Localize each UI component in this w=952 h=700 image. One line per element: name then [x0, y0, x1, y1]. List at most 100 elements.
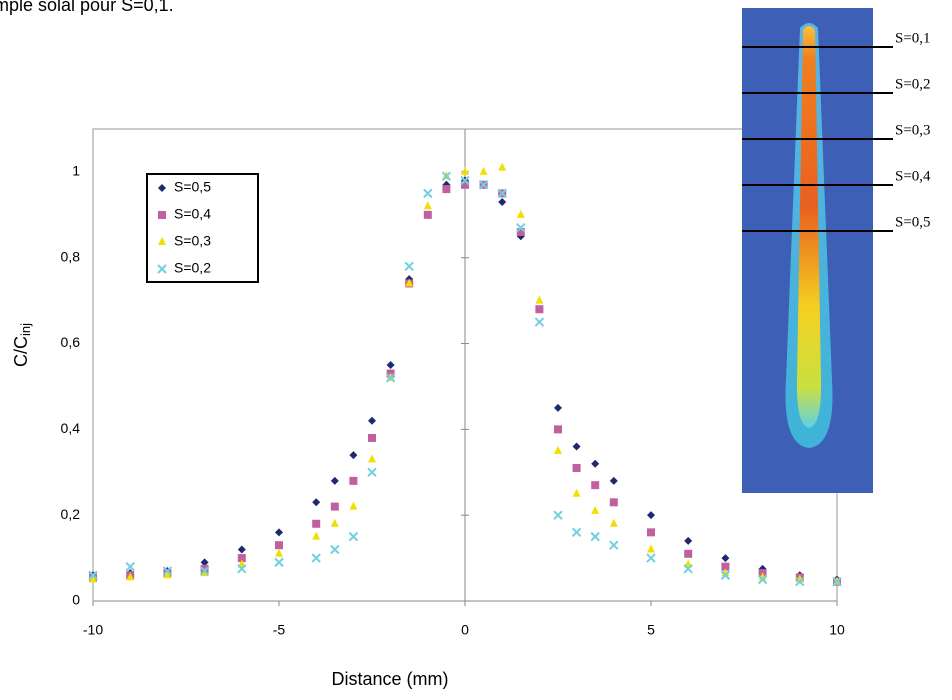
point: [330, 502, 339, 511]
point: [553, 510, 563, 520]
y-tick-label: 1: [72, 163, 80, 179]
point: [423, 188, 433, 199]
point: [609, 498, 618, 507]
point: [720, 570, 731, 580]
x-tick-label: 10: [829, 622, 845, 638]
point: [89, 574, 97, 583]
point: [572, 463, 581, 472]
point: [368, 416, 376, 425]
point: [237, 564, 247, 574]
point: [647, 528, 655, 537]
legend-label: S=0,2: [174, 260, 211, 276]
point: [609, 518, 618, 527]
point: [349, 451, 358, 460]
x-tick-label: -5: [273, 622, 286, 638]
inset-label: S=0,5: [895, 214, 931, 230]
point: [590, 531, 600, 542]
point: [200, 558, 209, 567]
point: [479, 166, 488, 175]
y-axis-title-sub: inj: [18, 323, 33, 336]
point: [646, 553, 656, 563]
point: [126, 572, 135, 581]
point: [460, 175, 470, 186]
y-axis-title: C/Cinj: [11, 323, 34, 367]
point: [609, 540, 619, 550]
legend-marker: [158, 211, 166, 219]
caption: mple solal pour S=0,1.: [0, 0, 174, 15]
point: [498, 162, 507, 171]
point: [647, 511, 655, 520]
point: [461, 166, 469, 175]
point: [441, 171, 452, 181]
point: [404, 261, 414, 272]
legend-marker: [158, 237, 166, 245]
point: [275, 548, 283, 557]
x-tick-label: 0: [461, 622, 469, 638]
point: [312, 531, 321, 540]
point: [461, 180, 469, 189]
legend: [146, 173, 259, 283]
point: [721, 554, 730, 563]
point: [497, 188, 507, 199]
point: [275, 528, 283, 537]
legend-label: S=0,5: [174, 179, 211, 195]
point: [498, 197, 507, 206]
point: [88, 570, 98, 580]
point: [591, 505, 600, 514]
point: [368, 454, 376, 463]
point: [163, 570, 172, 579]
point: [330, 518, 339, 527]
legend-label: S=0,4: [174, 206, 211, 222]
inset-label: S=0,2: [895, 76, 931, 92]
point: [516, 227, 525, 236]
y-tick-label: 0,4: [61, 420, 81, 436]
point: [571, 527, 582, 538]
legend-label: S=0,3: [174, 233, 211, 249]
point: [275, 541, 283, 550]
point: [199, 566, 210, 576]
point: [349, 476, 358, 485]
point: [572, 442, 581, 451]
y-tick-label: 0,6: [61, 334, 81, 350]
point: [554, 403, 562, 412]
point: [684, 536, 693, 545]
point: [367, 467, 377, 477]
point: [237, 545, 246, 554]
point: [312, 498, 321, 507]
point: [684, 549, 693, 558]
inset-label: S=0,3: [895, 122, 931, 138]
legend-marker: [158, 184, 166, 192]
point: [609, 476, 618, 485]
point: [386, 361, 395, 369]
point: [330, 544, 340, 555]
x-axis-title: Distance (mm): [331, 669, 448, 689]
point: [516, 209, 525, 218]
y-tick-label: 0: [72, 592, 80, 608]
point: [423, 201, 432, 210]
point: [683, 564, 693, 574]
inset-label: S=0,4: [895, 168, 931, 184]
point: [554, 425, 562, 434]
point: [405, 278, 414, 287]
point: [274, 557, 284, 568]
point: [721, 562, 730, 571]
y-axis-title-main: C/C: [11, 336, 31, 367]
x-tick-label: -10: [83, 622, 103, 638]
point: [162, 566, 173, 576]
inset-image: [742, 8, 873, 493]
point: [832, 576, 842, 587]
point: [591, 481, 600, 490]
point: [311, 553, 321, 563]
point: [237, 554, 246, 563]
point: [535, 295, 544, 304]
point: [795, 576, 805, 587]
point: [591, 459, 600, 468]
point: [312, 519, 321, 528]
y-tick-label: 0,8: [61, 248, 81, 264]
point: [385, 373, 396, 383]
point: [535, 305, 544, 314]
x-tick-label: 5: [647, 622, 655, 638]
point: [330, 476, 339, 485]
legend-marker: [157, 264, 167, 274]
